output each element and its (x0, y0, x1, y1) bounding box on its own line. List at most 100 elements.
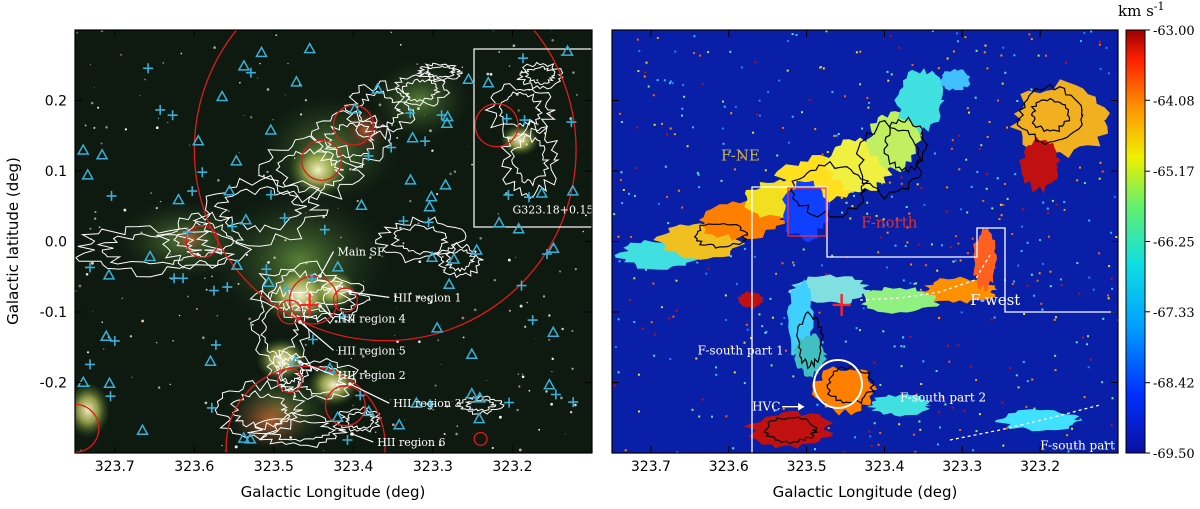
star (304, 99, 308, 102)
noise-pixel (652, 94, 655, 97)
noise-pixel (886, 266, 888, 269)
noise-pixel (990, 318, 993, 321)
noise-pixel (661, 122, 663, 125)
noise-pixel (669, 127, 672, 130)
star (443, 433, 446, 435)
noise-pixel (1022, 360, 1025, 363)
star (438, 443, 442, 447)
annotation-label: HII region 2 (338, 369, 406, 382)
noise-pixel (721, 127, 724, 130)
noise-pixel (765, 330, 768, 333)
y-tick-label: -0.2 (40, 376, 67, 392)
noise-pixel (733, 371, 736, 374)
noise-pixel (759, 114, 761, 117)
plus-marker (210, 339, 221, 350)
noise-pixel (677, 189, 680, 192)
noise-pixel (818, 311, 821, 314)
plus-marker (307, 334, 318, 345)
star (257, 175, 259, 177)
triangle-marker (561, 44, 574, 56)
star (300, 113, 303, 116)
noise-pixel (1067, 450, 1070, 453)
plus-marker (423, 217, 434, 228)
noise-pixel (617, 371, 620, 374)
star (85, 273, 89, 276)
noise-pixel (890, 73, 893, 76)
star (267, 261, 270, 264)
noise-pixel (998, 218, 1001, 221)
noise-pixel (971, 237, 974, 240)
white-contour (265, 418, 337, 442)
noise-pixel (996, 177, 999, 180)
region-outline (751, 186, 1118, 453)
hii-region-circle (75, 403, 100, 453)
triangle-marker (472, 412, 486, 424)
star (310, 394, 313, 397)
noise-pixel (629, 299, 632, 301)
triangle-marker (425, 190, 438, 202)
plus-marker (436, 110, 447, 121)
noise-pixel (647, 85, 650, 88)
star (545, 390, 548, 393)
noise-pixel (693, 35, 696, 38)
noise-pixel (619, 178, 622, 181)
noise-pixel (814, 448, 816, 451)
triangle-marker (255, 45, 268, 58)
noise-pixel (902, 336, 905, 339)
star (150, 192, 153, 194)
noise-pixel (918, 243, 921, 246)
noise-pixel (1046, 207, 1049, 210)
noise-pixel (1107, 297, 1110, 300)
noise-pixel (1086, 343, 1088, 346)
noise-pixel (821, 341, 824, 344)
triangle-marker (447, 252, 461, 264)
star (86, 351, 90, 354)
noise-pixel (1049, 270, 1052, 273)
triangle-marker (102, 268, 116, 280)
filament-segment (866, 394, 932, 417)
plus-marker (398, 216, 409, 226)
star (521, 375, 525, 379)
noise-pixel (1110, 423, 1113, 426)
noise-pixel (922, 360, 925, 363)
noise-pixel (786, 40, 789, 42)
star (266, 88, 270, 91)
star (90, 261, 94, 265)
triangle-marker (465, 387, 479, 399)
white-contour (425, 65, 457, 79)
star (340, 236, 342, 239)
x-tick-label: 323.5 (254, 459, 294, 475)
noise-pixel (724, 294, 727, 297)
noise-pixel (918, 420, 921, 423)
colorbar-unit-exponent: -1 (1154, 0, 1165, 13)
star (403, 419, 405, 421)
star (356, 199, 359, 203)
star (92, 310, 94, 312)
noise-pixel (795, 34, 798, 36)
noise-pixel (668, 317, 670, 320)
star (123, 208, 127, 212)
noise-pixel (1055, 203, 1058, 206)
star (259, 62, 261, 65)
noise-pixel (738, 152, 741, 155)
noise-pixel (844, 95, 846, 98)
star (429, 129, 432, 133)
white-contour (510, 135, 550, 187)
star (98, 226, 101, 229)
noise-pixel (919, 428, 922, 431)
triangle-marker (172, 193, 185, 205)
plus-marker (167, 110, 178, 121)
noise-pixel (1030, 88, 1033, 91)
star (461, 66, 464, 68)
noise-pixel (936, 443, 939, 446)
colorbar-tick-label: -69.50 (1153, 447, 1195, 462)
star (204, 401, 208, 405)
hii-region-circle (277, 299, 303, 325)
star (305, 212, 307, 214)
triangle-marker (76, 143, 90, 155)
noise-pixel (1080, 40, 1082, 43)
y-tick-label: -0.1 (40, 305, 67, 321)
noise-pixel (667, 222, 670, 225)
noise-pixel (911, 64, 914, 66)
plus-marker (550, 389, 561, 400)
